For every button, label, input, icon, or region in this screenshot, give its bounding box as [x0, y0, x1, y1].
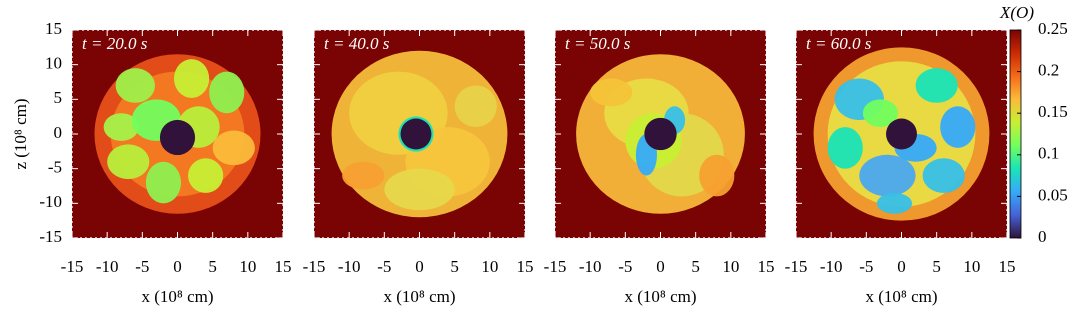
x-tick-label: 10: [963, 257, 980, 276]
y-tick-label: 10: [45, 54, 62, 73]
field-region: [862, 99, 898, 128]
x-tick-label: 10: [481, 257, 498, 276]
x-tick-label: 10: [722, 257, 739, 276]
panel: -15 -10 -5 0 5 10 15 t = 40.0 s x (10⁸ cm): [303, 29, 534, 306]
x-axis-label: x (10⁸ cm): [141, 287, 213, 306]
annotation: t = 50.0 s: [565, 34, 631, 53]
x-tick-label: -15: [303, 257, 326, 276]
heatmap-field: [555, 30, 766, 238]
y-tick-label: 15: [45, 19, 62, 38]
x-tick-label: -5: [618, 257, 632, 276]
x-axis-label: x (10⁸ cm): [624, 287, 696, 306]
y-tick-label: -5: [48, 158, 62, 177]
x-tick-label: 15: [517, 257, 534, 276]
field-region: [209, 71, 245, 114]
core: [886, 118, 917, 150]
heatmap-field: [314, 30, 525, 238]
field-region: [115, 68, 155, 103]
annotation: t = 60.0 s: [806, 34, 872, 53]
x-tick-label: 5: [932, 257, 941, 276]
core: [644, 117, 677, 151]
panel: -15 -10 -5 0 5 10 15 t = 50.0 s x (10⁸ cm): [544, 29, 775, 306]
x-tick-label: -15: [785, 257, 808, 276]
colorbar-tick-label: 0.1: [1038, 144, 1059, 163]
x-axis-label: x (10⁸ cm): [865, 287, 937, 306]
x-tick-label: -15: [544, 257, 567, 276]
x-tick-label: 5: [450, 257, 459, 276]
colorbar-tick-label: 0.25: [1038, 19, 1068, 38]
panel: -15 -10 -5 0 5 10 15 -15 -10 -5 0 5 10 15 t = 20.0 s x …: [11, 19, 292, 306]
colorbar: [1009, 29, 1022, 239]
field-region: [145, 161, 182, 204]
annotation: t = 40.0 s: [324, 34, 390, 53]
colorbar-tick-label: 0.2: [1038, 61, 1059, 80]
field-region: [212, 130, 255, 166]
field-region: [915, 68, 958, 103]
field-region: [342, 161, 385, 190]
x-tick-label: -15: [61, 257, 84, 276]
field-region: [384, 168, 455, 211]
x-tick-label: 5: [208, 257, 217, 276]
field-region: [590, 78, 633, 107]
x-tick-label: -10: [96, 257, 119, 276]
y-tick-label: 5: [54, 88, 63, 107]
field-region: [876, 192, 913, 214]
y-tick-label: 0: [54, 123, 63, 142]
field-region: [940, 106, 976, 148]
x-tick-label: -10: [579, 257, 602, 276]
field-region: [173, 59, 210, 98]
x-tick-label: -5: [135, 257, 149, 276]
x-tick-label: -10: [338, 257, 361, 276]
x-tick-label: 0: [897, 257, 906, 276]
field-region: [454, 85, 497, 128]
x-tick-label: 0: [415, 257, 424, 276]
field-region: [827, 127, 863, 169]
annotation: t = 20.0 s: [82, 34, 148, 53]
y-axis-label: z (10⁸ cm): [11, 98, 30, 169]
x-tick-label: 15: [999, 257, 1016, 276]
y-tick-label: -15: [39, 227, 62, 246]
colorbar-tick-label: 0: [1038, 227, 1047, 246]
colorbar-tick-label: 0.15: [1038, 102, 1068, 121]
core: [400, 118, 432, 150]
field-region: [859, 154, 916, 197]
x-tick-label: -5: [859, 257, 873, 276]
x-tick-label: 0: [656, 257, 665, 276]
colorbar-tick-label: 0.05: [1038, 185, 1068, 204]
field-region: [107, 144, 150, 180]
x-axis-label: x (10⁸ cm): [383, 287, 455, 306]
field-region: [922, 158, 965, 193]
x-tick-label: 0: [173, 257, 182, 276]
x-tick-label: 10: [239, 257, 256, 276]
field-region: [699, 154, 735, 197]
heatmap-field: [72, 30, 283, 238]
x-tick-label: -5: [377, 257, 391, 276]
y-tick-label: -10: [39, 192, 62, 211]
core: [159, 119, 196, 156]
heatmap-field: [796, 30, 1007, 238]
colorbar-label: X(O): [999, 3, 1034, 22]
x-tick-label: 5: [691, 257, 700, 276]
field-region: [188, 158, 224, 193]
x-tick-label: -10: [820, 257, 843, 276]
x-tick-label: 15: [275, 257, 292, 276]
field-region: [103, 113, 139, 141]
panel: -15 -10 -5 0 5 10 15 t = 60.0 s x (10⁸ cm) 0 0.05 0…: [785, 3, 1068, 306]
x-tick-label: 15: [758, 257, 775, 276]
